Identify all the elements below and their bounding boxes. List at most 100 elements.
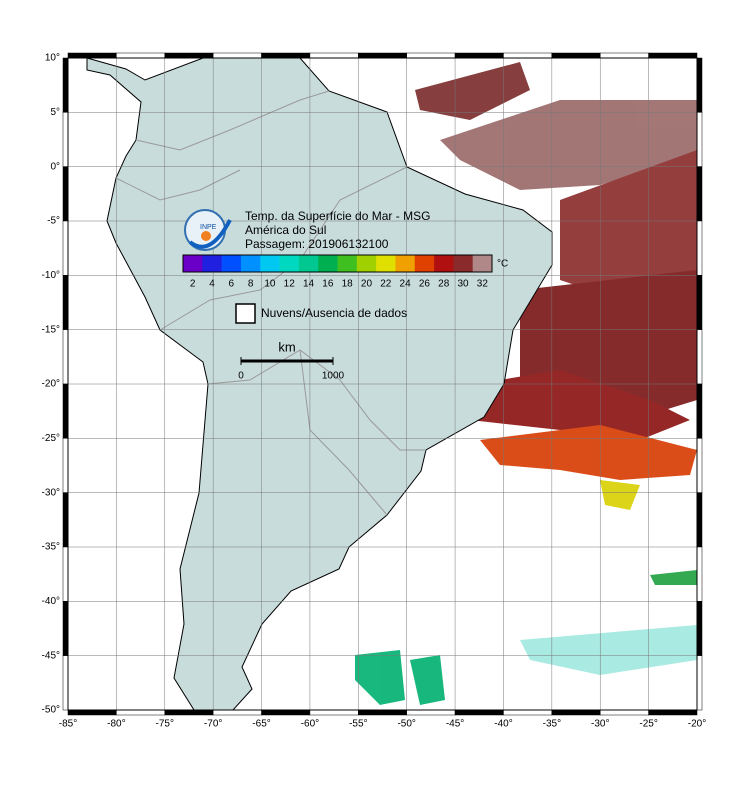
title-line: Temp. da Superfície do Mar - MSG xyxy=(245,209,430,223)
colorbar-label: 32 xyxy=(477,279,489,290)
frame-segment xyxy=(599,52,649,59)
frame-segment xyxy=(696,112,703,167)
colorbar-segment xyxy=(260,255,280,272)
colorbar-segment xyxy=(240,255,261,272)
frame-segment xyxy=(696,329,703,385)
frame-segment xyxy=(696,220,703,276)
country-borders xyxy=(115,90,426,516)
colorbar: 2 4 6 8 10 12 14 16 18 20 22 24 26 28 30 32 xyxy=(182,254,493,290)
frame-segment xyxy=(62,546,69,602)
x-tick-label: -75° xyxy=(156,719,174,730)
colorbar-segment xyxy=(279,255,300,272)
frame-segment xyxy=(599,709,649,716)
colorbar-unit: °C xyxy=(497,259,508,270)
x-tick-label: -80° xyxy=(107,719,125,730)
colorbar-segment xyxy=(183,255,203,272)
frame-segment xyxy=(62,112,69,167)
colorbar-label: 30 xyxy=(457,279,469,290)
frame-segment xyxy=(406,52,456,59)
frame-segment xyxy=(551,709,601,716)
colorbar-segment xyxy=(221,255,242,272)
frame-segment xyxy=(67,52,117,59)
frame-segment xyxy=(309,52,359,59)
frame-segment xyxy=(406,709,456,716)
scale-unit: km xyxy=(278,339,295,354)
y-tick-label: -15° xyxy=(42,324,60,335)
y-tick-label: -40° xyxy=(42,596,60,607)
frame-segment xyxy=(454,52,504,59)
x-tick-label: -60° xyxy=(301,719,319,730)
title-line: Passagem: 201906132100 xyxy=(245,237,389,251)
y-tick-label: -25° xyxy=(42,433,60,444)
frame-segment xyxy=(62,383,69,439)
y-tick-label: -5° xyxy=(47,216,60,227)
colorbar-segment xyxy=(453,255,473,272)
frame-segment xyxy=(551,52,601,59)
y-tick-label: -10° xyxy=(42,270,60,281)
colorbar-segment xyxy=(395,255,416,272)
frame-segment xyxy=(164,709,214,716)
colorbar-label: 22 xyxy=(380,279,392,290)
frame-segment xyxy=(696,383,703,439)
logo-text: INPE xyxy=(200,224,217,231)
colorbar-label: 26 xyxy=(419,279,431,290)
frame-segment xyxy=(696,166,703,222)
frame-segment xyxy=(116,709,166,716)
colorbar-segment xyxy=(298,255,319,272)
colorbar-segment xyxy=(414,255,435,272)
colorbar-segment xyxy=(376,255,396,272)
frame-segment xyxy=(696,438,703,493)
frame-segment xyxy=(696,655,703,711)
y-tick-label: -50° xyxy=(42,705,60,716)
x-tick-label: -30° xyxy=(591,719,609,730)
colorbar-segment xyxy=(337,255,358,272)
x-tick-label: -55° xyxy=(349,719,367,730)
colorbar-border xyxy=(182,254,493,273)
frame-segment xyxy=(62,220,69,276)
scale-bar xyxy=(240,357,334,365)
colorbar-label: 4 xyxy=(209,279,215,290)
frame-segment xyxy=(358,709,407,716)
colorbar-label: 28 xyxy=(438,279,450,290)
x-tick-label: -35° xyxy=(543,719,561,730)
frame-segment xyxy=(696,546,703,602)
y-tick-label: 0° xyxy=(50,161,60,172)
colorbar-segment xyxy=(472,255,493,272)
x-tick-label: -65° xyxy=(252,719,270,730)
y-tick-label: -35° xyxy=(42,542,60,553)
frame-segment xyxy=(648,709,698,716)
y-tick-label: -20° xyxy=(42,379,60,390)
frame-segment xyxy=(62,275,69,330)
frame-segment xyxy=(212,709,262,716)
x-tick-label: -20° xyxy=(688,719,706,730)
frame-segment xyxy=(503,709,553,716)
frame-segment xyxy=(696,492,703,548)
frame-segment xyxy=(164,52,214,59)
x-tick-label: -40° xyxy=(494,719,512,730)
colorbar-segment xyxy=(202,255,222,272)
frame-segment xyxy=(62,438,69,493)
x-tick-label: -85° xyxy=(59,719,77,730)
colorbar-label: 20 xyxy=(361,279,373,290)
frame-segment xyxy=(261,709,311,716)
colorbar-segment xyxy=(356,255,377,272)
legend-label: Nuvens/Ausencia de dados xyxy=(261,306,407,320)
colorbar-label: 10 xyxy=(264,279,276,290)
frame-segment xyxy=(358,52,407,59)
frame-segment xyxy=(62,601,69,656)
x-tick-label: -70° xyxy=(204,719,222,730)
legend-swatch xyxy=(235,303,256,324)
frame-segment xyxy=(648,52,698,59)
frame xyxy=(62,52,703,716)
frame-segment xyxy=(309,709,359,716)
colorbar-label: 12 xyxy=(284,279,296,290)
frame-segment xyxy=(454,709,504,716)
frame-segment xyxy=(696,601,703,656)
title-line: América do Sul xyxy=(245,223,326,237)
frame-segment xyxy=(62,655,69,711)
colorbar-label: 24 xyxy=(400,279,412,290)
x-tick-label: -50° xyxy=(397,719,415,730)
frame-segment xyxy=(116,52,166,59)
sst-patches xyxy=(355,62,697,705)
